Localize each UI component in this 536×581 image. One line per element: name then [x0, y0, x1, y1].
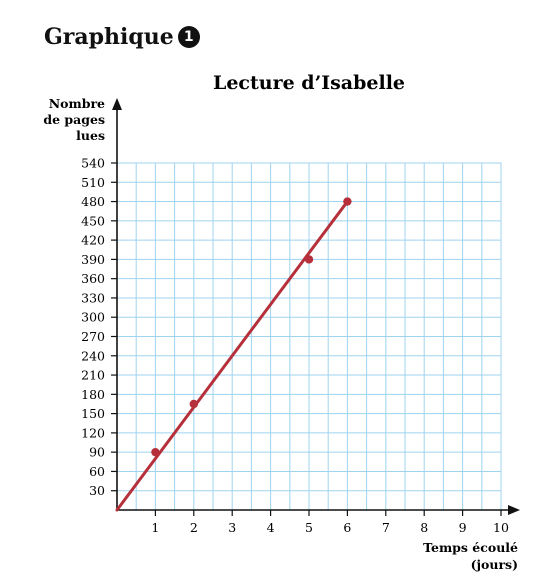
chart-series: [115, 197, 352, 512]
y-axis-label-line: lues: [76, 128, 105, 143]
y-axis-ticks: 30 60 90 120 150 180 210 240 270 300 330 360 390 420 4…: [81, 156, 117, 498]
figure-header: Graphique 1: [44, 24, 200, 50]
x-axis-ticks: 1 2 3 4 5 6 7 8 9 10: [151, 510, 509, 535]
y-tick-label: 120: [81, 425, 105, 440]
x-axis-label-line: (jours): [471, 557, 518, 572]
x-tick-label: 1: [151, 520, 159, 535]
y-tick-label: 270: [81, 329, 105, 344]
x-tick-label: 3: [228, 520, 236, 535]
figure-label: Graphique: [44, 24, 174, 50]
x-tick-label: 2: [190, 520, 198, 535]
y-tick-label: 210: [81, 368, 105, 383]
data-point: [304, 255, 314, 264]
x-tick-label: 5: [305, 520, 313, 535]
y-tick-label: 360: [81, 271, 105, 286]
y-tick-label: 450: [81, 213, 105, 228]
y-tick-label: 240: [81, 348, 105, 363]
x-axis-label: Temps écoulé (jours): [423, 540, 518, 572]
y-tick-label: 330: [81, 290, 105, 305]
y-tick-label: 390: [81, 252, 105, 267]
chart-title: Lecture d’Isabelle: [213, 72, 405, 94]
y-axis-label-line: de pages: [43, 112, 105, 127]
chart-axes: [112, 98, 520, 515]
series-line: [115, 200, 349, 512]
data-point: [343, 197, 352, 206]
x-tick-label: 10: [493, 520, 509, 535]
chart-grid: [117, 162, 502, 510]
data-point: [151, 447, 160, 457]
y-tick-label: 180: [81, 387, 105, 402]
x-tick-label: 7: [382, 520, 390, 535]
y-tick-label: 90: [89, 445, 105, 460]
x-tick-label: 6: [343, 520, 351, 535]
y-tick-label: 540: [81, 156, 105, 171]
y-tick-label: 510: [81, 175, 105, 190]
x-tick-label: 8: [420, 520, 428, 535]
x-tick-label: 9: [459, 520, 467, 535]
y-tick-label: 480: [81, 194, 105, 209]
y-tick-label: 300: [81, 310, 105, 325]
y-tick-label: 420: [81, 233, 105, 248]
x-axis-label-line: Temps écoulé: [423, 540, 518, 555]
x-tick-label: 4: [267, 520, 275, 535]
y-axis-arrow: [112, 98, 122, 110]
data-point: [189, 399, 198, 409]
y-tick-label: 60: [89, 464, 105, 479]
y-tick-label: 150: [81, 406, 105, 421]
x-axis-arrow: [508, 505, 520, 515]
y-axis-label-line: Nombre: [49, 96, 105, 111]
figure-number-badge: 1: [177, 26, 200, 48]
y-tick-label: 30: [89, 483, 105, 498]
